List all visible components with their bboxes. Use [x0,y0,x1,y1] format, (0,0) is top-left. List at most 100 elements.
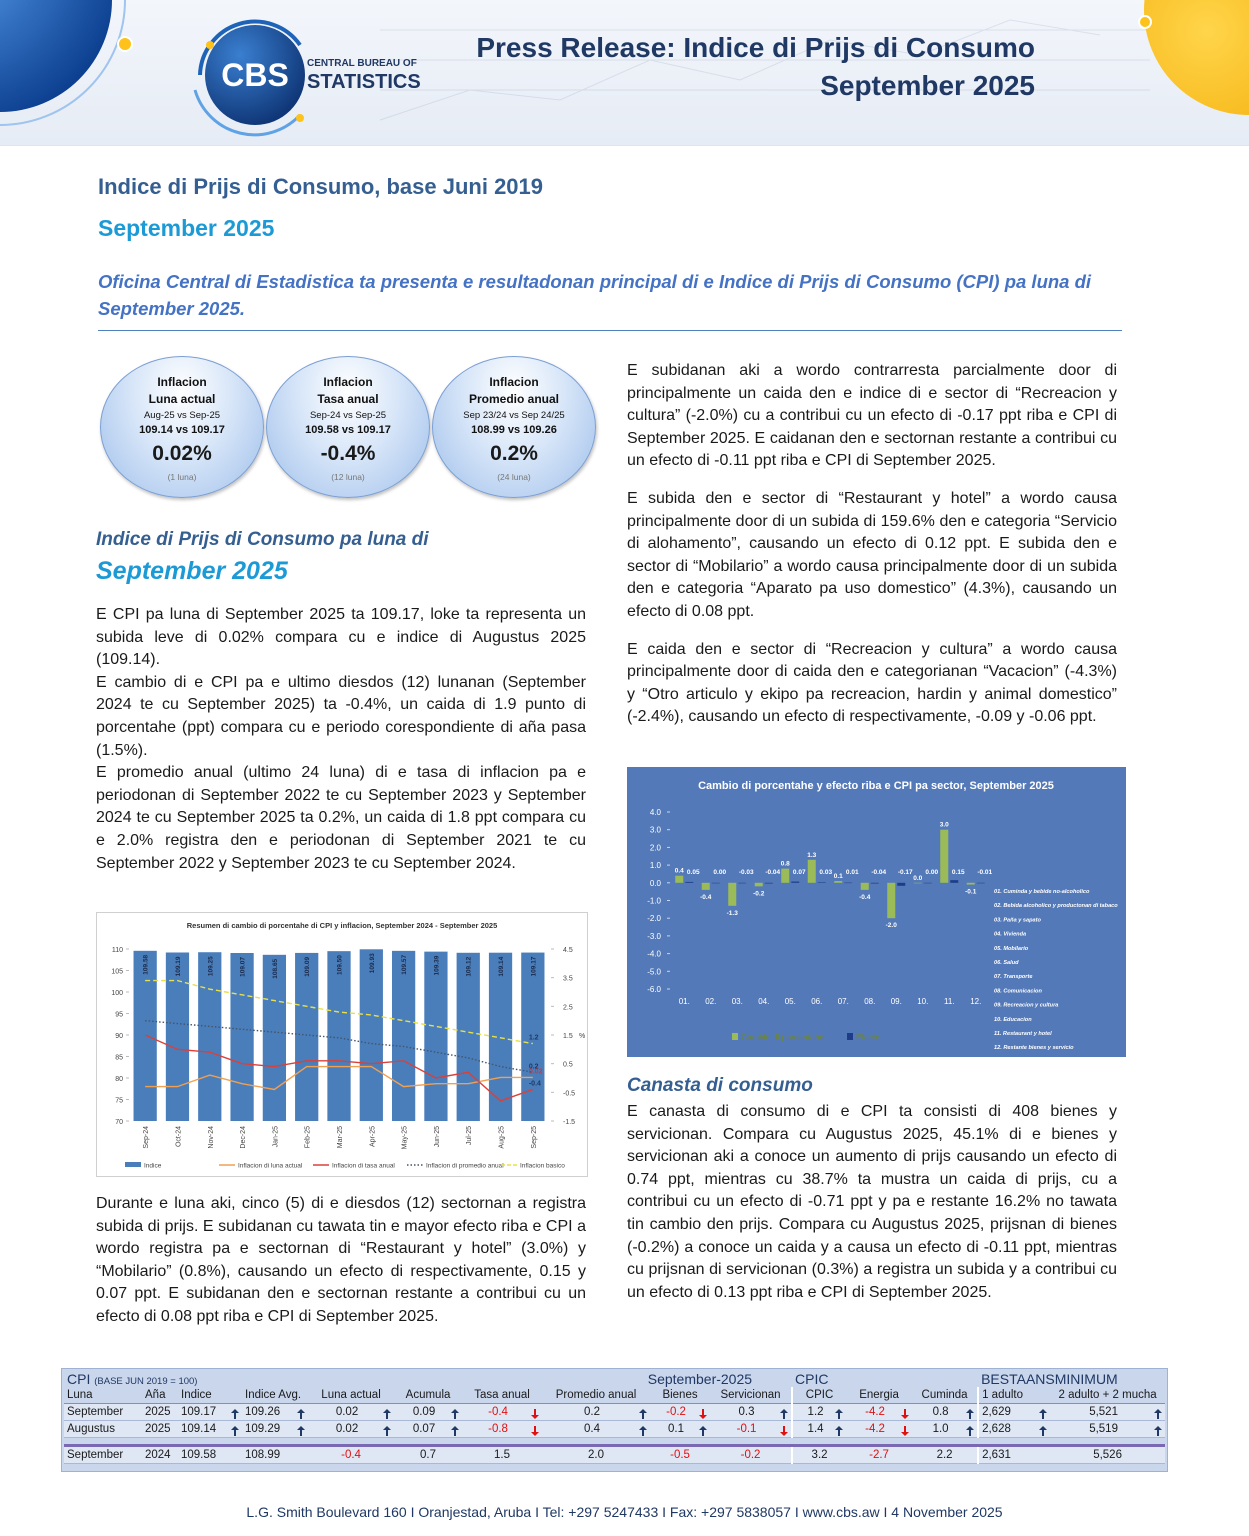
group-title: CPIC [792,1371,978,1387]
column-header: Bienes [650,1387,711,1404]
cell-text: 109.14 [181,1422,217,1435]
kpi-note: (1 luna) [167,472,197,482]
table-row: September 2025 109.17 109.26 0.02 0.09 -0.4 0.2… [64,1403,1166,1421]
sector-name: 02. Bebida alcoholico y productonan di t… [994,903,1118,909]
header: CBS CENTRAL BUREAU OF STATISTICS Press R… [0,0,1249,146]
arrow-shape [1039,1425,1048,1436]
table-cell: 109.26 [242,1403,309,1421]
table-row: September 2024 109.58 108.99 -0.4 0.7 1.5 2.0 -0… [64,1445,1166,1464]
x-tick-label: Sep-24 [143,1126,150,1149]
group-title-text: September-2025 [647,1371,753,1387]
bar [950,880,959,883]
bar [521,952,545,1121]
arrow-shape [639,1408,648,1419]
trend-arrow [231,1408,239,1419]
x-tick-label: Jul-25 [466,1126,473,1145]
sector-name: 10. Educacion [994,1017,1032,1023]
legend-swatch [732,1033,738,1040]
arrow-shape [835,1425,844,1436]
column-header: Promedio anual [542,1387,651,1404]
kpi-bubble: Inflacion Promedio anual Sep 23/24 vs Sep … [432,356,596,498]
table-cell: 0.02 [308,1403,395,1421]
trend-arrow [1039,1408,1048,1419]
trend-arrow [1154,1425,1163,1436]
header-title: Press Release: Indice di Prijs di Consum… [476,32,1035,63]
cell-text: 0.02 [335,1422,359,1435]
x-tick-label: Feb-25 [305,1126,312,1148]
table-cell: 2,631 [978,1445,1051,1464]
bar [897,882,906,886]
arrow-shape [451,1425,460,1436]
bar-label: 1.3 [807,852,816,859]
bar [976,882,985,884]
cell-text: 2025 [145,1423,171,1435]
bar-label: 109.19 [175,956,182,976]
x-tick-label: 08. [864,997,875,1006]
cell-text: 1.4 [807,1422,824,1435]
sector-name: 08. Comunicacion [994,988,1042,994]
trend-arrow [451,1408,460,1419]
arrow-shape [901,1425,910,1436]
bar-label: -0.4 [700,894,712,901]
bar-label: 0.0 [913,875,922,882]
y-tick-label: 1.0 [650,861,662,870]
paragraph: E caida den e sector di “Recreacion y cu… [627,640,1117,726]
bar [685,881,694,883]
cell-text: 2,629 [982,1405,1011,1418]
table-cell: -2.7 [846,1445,913,1464]
sector-name: 06. Salud [994,960,1019,966]
kpi-label: Inflacion [489,375,539,389]
table-cell: 2.2 [912,1445,980,1464]
arrow-shape [531,1425,540,1436]
sector-name: 12. Restante bienes y servicio [994,1045,1074,1051]
y-tick-label: 75 [115,1098,123,1105]
table-cell: 109.14 [178,1420,242,1438]
bar-label: 0.00 [925,869,938,876]
column-header: Cuminda [912,1387,980,1404]
bar [966,882,975,885]
section-title: Indice di Prijs di Consumo pa luna di [96,529,429,550]
column-header: Indice [178,1387,242,1404]
cell-text: 5,526 [1093,1449,1122,1461]
bar-label: 109.12 [466,956,473,976]
cell-text: 0.4 [584,1422,601,1435]
trend-arrow [780,1425,789,1436]
summary-table: CPI (BASE JUN 2019 = 100) September-2025 C… [61,1368,1168,1472]
x-tick-label: 01. [679,997,690,1006]
cell-text: September [67,1449,124,1461]
line-series [144,1034,534,1102]
arrow-shape [297,1408,306,1419]
cell-text: 109.58 [181,1449,217,1461]
bar-label: 109.39 [433,955,440,975]
arrow-shape [531,1408,540,1419]
bar [923,882,932,884]
legend-label: Inflacion di promedio anual [426,1163,504,1170]
bar [728,882,737,906]
table-cell: 1.5 [462,1445,543,1464]
y-tick-label: 105 [111,969,123,976]
cell-text: 109.29 [245,1422,281,1435]
bar-label: 109.93 [369,953,376,973]
cell-text: 3.2 [811,1449,828,1461]
trend-arrow [231,1425,239,1436]
bar-label: -0.04 [765,869,780,876]
bar [675,875,684,883]
right-text: E subidanan aki a wordo contrarresta par… [627,360,1117,744]
kpi-label: Luna actual [148,392,216,406]
line-series [145,1065,533,1091]
trend-arrow [901,1408,910,1419]
paragraph: E CPI pa luna di September 2025 ta 109.1… [96,606,586,669]
bar-label: 0.03 [819,869,832,876]
kpi-period: Sep-24 vs Sep-25 [309,410,387,421]
trend-arrow [383,1408,392,1419]
bar [424,951,448,1121]
x-tick-label: Jan-25 [272,1126,279,1148]
table-cell: 0.09 [394,1403,463,1421]
table-cell: 2,629 [978,1403,1051,1421]
table-cell: 0.7 [394,1445,463,1464]
sector-name: 04. Vivienda [994,932,1026,938]
cell-text: 0.8 [932,1405,949,1418]
x-tick-label: 09. [891,997,902,1006]
kpi-label: Inflacion [323,375,373,389]
